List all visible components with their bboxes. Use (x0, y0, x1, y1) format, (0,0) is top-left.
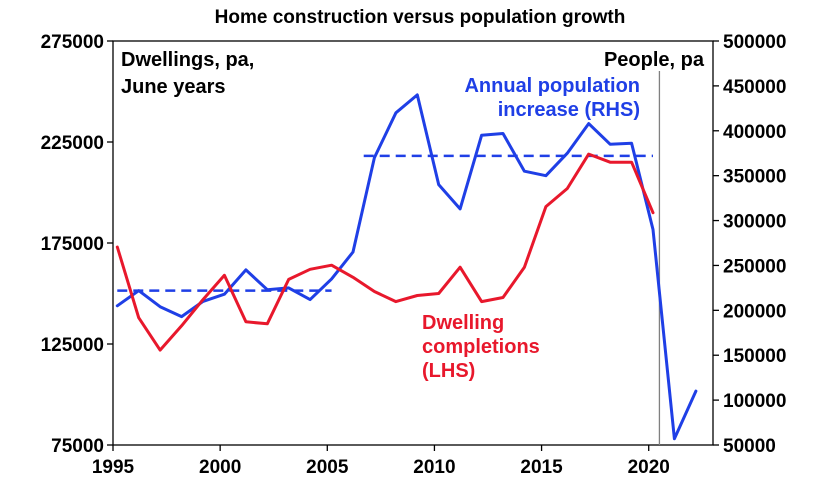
dwellings-series-label: completions (422, 336, 540, 358)
left-axis-label: June years (121, 76, 226, 98)
x-tick-label: 1995 (92, 457, 135, 478)
x-tick-label: 2005 (306, 457, 349, 478)
left-tick-label: 125000 (41, 335, 104, 356)
left-tick-label: 75000 (51, 436, 104, 457)
dwellings-series-label: Dwelling (422, 312, 504, 334)
right-tick-label: 500000 (723, 32, 786, 53)
x-tick-label: 2010 (413, 457, 455, 478)
dwellings-series-label: (LHS) (422, 360, 475, 382)
right-tick-label: 50000 (723, 436, 776, 457)
left-tick-label: 275000 (41, 32, 104, 53)
left-tick-label: 225000 (41, 133, 104, 154)
right-tick-label: 250000 (723, 256, 786, 277)
left-tick-label: 175000 (41, 234, 104, 255)
right-tick-label: 300000 (723, 212, 786, 233)
right-tick-label: 150000 (723, 346, 786, 367)
population-series-label: increase (RHS) (498, 99, 640, 121)
population-series-line (115, 93, 698, 441)
right-tick-label: 400000 (723, 122, 786, 143)
chart-title: Home construction versus population grow… (215, 7, 626, 28)
dwellings-series-line (115, 152, 655, 352)
right-axis-label: People, pa (604, 49, 705, 71)
right-tick-label: 450000 (723, 77, 786, 98)
left-axis-label: Dwellings, pa, (121, 49, 254, 71)
population-series-label: Annual population (464, 75, 640, 97)
x-tick-label: 2015 (520, 457, 563, 478)
right-tick-label: 350000 (723, 167, 786, 188)
right-tick-label: 100000 (723, 391, 786, 412)
x-tick-label: 2020 (628, 457, 670, 478)
right-tick-label: 200000 (723, 301, 786, 322)
x-tick-label: 2000 (199, 457, 241, 478)
